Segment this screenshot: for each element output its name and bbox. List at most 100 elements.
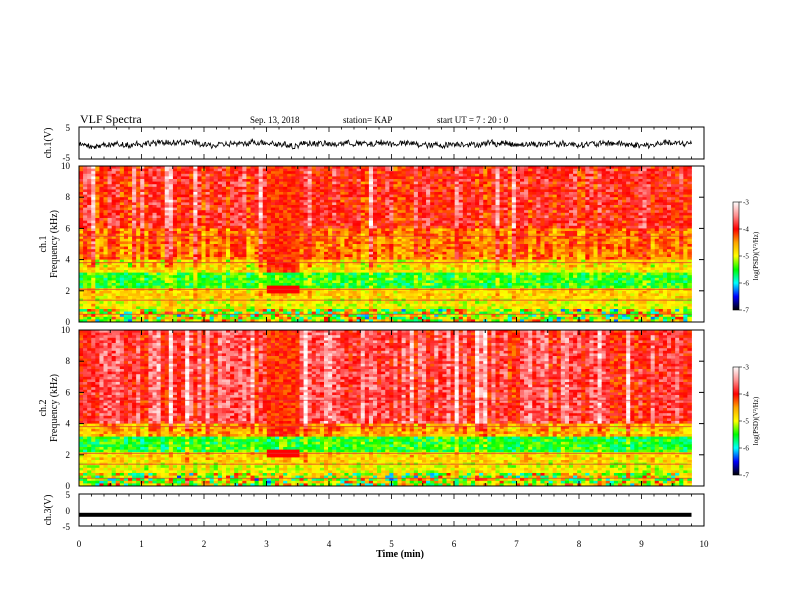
spectrogram-cell (221, 184, 227, 188)
spectrogram-cell (123, 189, 129, 193)
spectrogram-cell (83, 246, 88, 250)
spectrogram-cell (328, 210, 333, 214)
spectrogram-cell (217, 290, 223, 294)
spectrogram-cell (258, 280, 264, 284)
spectrogram-cell (91, 293, 96, 297)
spectrogram-cell (385, 264, 390, 268)
spectrogram-cell (328, 192, 333, 195)
spectrogram-cell (270, 179, 276, 182)
spectrogram-cell (266, 186, 272, 190)
spectrogram-cell (95, 179, 100, 182)
spectrogram-cell (373, 319, 378, 323)
spectrogram-cell (373, 311, 378, 315)
spectrogram-cell (144, 311, 149, 315)
spectrogram-cell (368, 228, 374, 232)
spectrogram-cell (140, 288, 145, 292)
spectrogram-cell (405, 249, 411, 253)
spectrogram-cell (119, 215, 125, 219)
spectrogram-cell (279, 223, 284, 227)
spectrogram-cell (181, 194, 186, 198)
spectrogram-cell (303, 225, 309, 229)
spectrogram-cell (250, 309, 255, 312)
spectrogram-cell (115, 290, 121, 294)
spectrogram-cell (205, 220, 211, 224)
spectrogram-cell (132, 210, 137, 214)
spectrogram-cell (344, 220, 349, 224)
spectrogram-cell (266, 166, 272, 169)
spectrogram-cell (262, 210, 268, 214)
spectrogram-cell (181, 181, 186, 185)
spectrogram-cell (111, 171, 117, 175)
spectrogram-cell (389, 233, 394, 237)
spectrogram-cell (299, 290, 304, 294)
spectrogram-cell (368, 280, 374, 284)
spectrogram-cell (230, 257, 235, 260)
spectrogram-cell (144, 218, 149, 221)
spectrogram-cell (168, 301, 174, 305)
spectrogram-cell (128, 173, 133, 177)
spectrogram-cell (144, 316, 149, 320)
spectrogram-cell (319, 280, 325, 284)
spectrogram-cell (332, 272, 337, 276)
spectrogram-cell (385, 280, 390, 284)
spectrogram-cell (279, 228, 284, 232)
spectrogram-cell (340, 316, 345, 320)
spectrogram-cell (209, 285, 215, 289)
spectrogram-cell (328, 166, 333, 169)
spectrogram-cell (287, 192, 292, 195)
spectrogram-cell (193, 293, 198, 297)
spectrogram-cell (95, 197, 100, 201)
spectrogram-cell (91, 207, 96, 211)
spectrogram-cell (234, 218, 239, 221)
spectrogram-cell (115, 306, 121, 310)
spectrogram-cell (152, 171, 157, 175)
spectrogram-cell (221, 228, 227, 232)
spectrogram-cell (254, 277, 260, 281)
spectrogram-cell (168, 181, 174, 185)
spectrogram-cell (213, 277, 219, 281)
spectrogram-cell (295, 251, 300, 255)
spectrogram-cell (181, 293, 186, 297)
spectrogram-cell (385, 311, 390, 315)
spectrogram-cell (144, 259, 149, 263)
spectrogram-cell (177, 194, 182, 198)
spectrogram-cell (332, 319, 337, 323)
spectrogram-cell (295, 184, 300, 188)
spectrogram-cell (258, 285, 264, 289)
spectrogram-cell (352, 293, 358, 297)
spectrogram-cell (148, 231, 153, 234)
spectrogram-cell (177, 233, 182, 237)
spectrogram-cell (83, 233, 88, 237)
spectrogram-cell (303, 197, 309, 201)
spectrogram-cell (328, 212, 333, 216)
spectrogram-cell (128, 277, 133, 281)
spectrogram-cell (352, 288, 358, 292)
spectrogram-cell (185, 309, 190, 312)
spectrogram-cell (103, 267, 108, 271)
spectrogram-cell (197, 277, 202, 281)
spectrogram-cell (283, 275, 288, 279)
spectrogram-cell (307, 285, 313, 289)
spectrogram-cell (389, 288, 394, 292)
spectrogram-cell (144, 202, 149, 206)
spectrogram-cell (132, 293, 137, 297)
spectrogram-cell (164, 316, 170, 320)
spectrogram-cell (123, 171, 129, 175)
spectrogram-cell (181, 319, 186, 323)
spectrogram-cell (148, 283, 153, 286)
spectrogram-cell (397, 218, 402, 221)
spectrogram-cell (283, 168, 288, 172)
spectrogram-cell (221, 205, 227, 208)
spectrogram-cell (242, 309, 247, 312)
spectrogram-cell (352, 218, 358, 221)
spectrogram-cell (311, 254, 317, 258)
spectrogram-cell (107, 236, 113, 240)
spectrogram-cell (332, 311, 337, 315)
spectrogram-cell (148, 293, 153, 297)
spectrogram-cell (91, 223, 96, 227)
spectrogram-cell (107, 199, 113, 203)
spectrogram-cell (307, 228, 313, 232)
spectrogram-cell (360, 277, 366, 281)
spectrogram-cell (336, 277, 341, 281)
spectrogram-cell (275, 210, 280, 214)
